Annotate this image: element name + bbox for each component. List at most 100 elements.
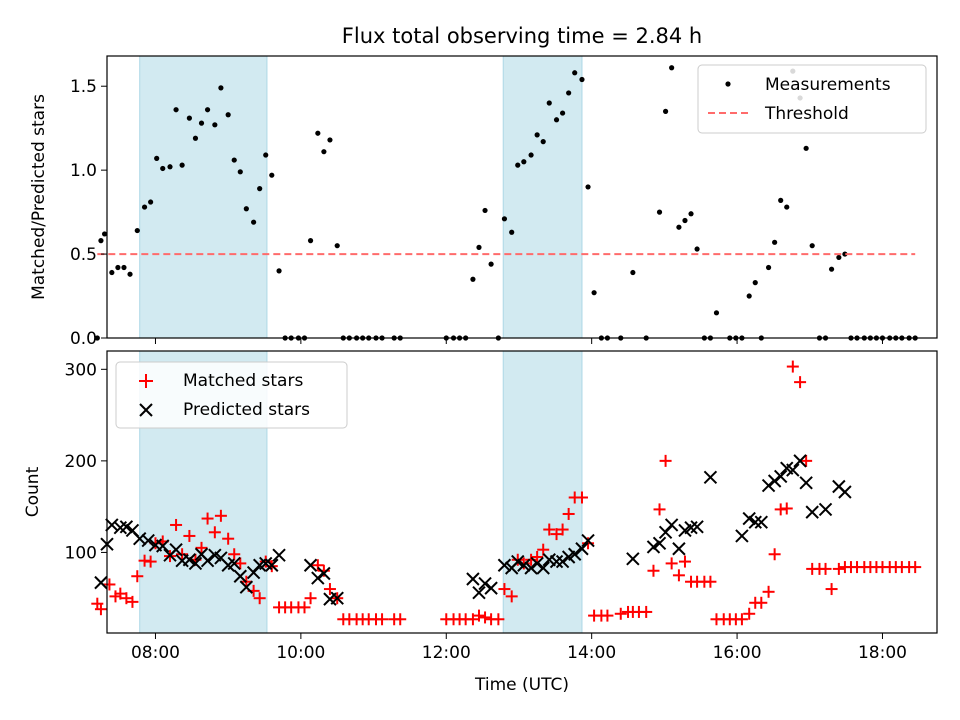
predicted-point xyxy=(478,576,492,591)
matched-point xyxy=(505,590,518,603)
measurement-point xyxy=(676,224,682,230)
legend-label-matched: Matched stars xyxy=(183,371,303,391)
matched-point xyxy=(479,611,492,624)
predicted-point xyxy=(239,580,254,594)
measurement-point xyxy=(307,238,314,244)
matched-point xyxy=(678,555,691,568)
measurement-point xyxy=(842,251,848,257)
measurement-point xyxy=(121,264,127,271)
measurement-point xyxy=(98,238,104,244)
matched-point xyxy=(556,523,569,536)
measurement-point xyxy=(656,209,663,215)
measurement-point xyxy=(237,169,243,175)
predicted-point xyxy=(742,511,756,526)
predicted-point xyxy=(555,554,570,569)
matched-point xyxy=(208,526,221,539)
measurement-point xyxy=(572,70,578,76)
matched-point xyxy=(562,507,575,520)
top-y-ticks: 0.0 0.5 1.0 1.5 xyxy=(70,77,107,349)
measurement-point xyxy=(134,227,140,234)
matched-point xyxy=(298,601,311,614)
matched-point xyxy=(253,592,266,605)
predicted-point xyxy=(317,566,331,581)
bottom-x-ticks: 08:00 10:00 12:00 14:00 16:00 18:00 xyxy=(131,633,907,663)
measurement-point xyxy=(515,162,521,168)
predicted-point xyxy=(330,591,344,605)
matched-point xyxy=(525,553,538,566)
measurement-point xyxy=(579,76,585,83)
predicted-point xyxy=(664,518,679,532)
x-tick-label: 14:00 xyxy=(567,643,616,663)
measurement-point xyxy=(263,152,269,158)
y-tick-label: 1.0 xyxy=(70,161,97,181)
measurement-point xyxy=(173,107,179,113)
x-tick-label: 08:00 xyxy=(131,643,180,663)
measurement-point xyxy=(591,290,597,296)
matched-point xyxy=(376,613,389,626)
matched-point xyxy=(780,502,793,515)
matched-point xyxy=(640,605,653,618)
top-y-axis-label: Matched/Predicted stars xyxy=(29,94,49,300)
matched-point xyxy=(543,523,556,536)
measurement-point xyxy=(225,112,231,118)
measurement-point xyxy=(269,172,275,178)
matched-point xyxy=(735,613,748,626)
measurement-point xyxy=(688,211,694,217)
predicted-point xyxy=(119,520,134,534)
matched-point xyxy=(768,548,781,561)
matched-point xyxy=(222,532,235,545)
predicted-point xyxy=(761,478,776,493)
predicted-point xyxy=(805,505,819,519)
x-tick-label: 12:00 xyxy=(422,643,471,663)
measurement-point xyxy=(148,199,154,205)
measurement-point xyxy=(836,254,842,261)
predicted-point xyxy=(156,539,170,553)
predicted-point xyxy=(511,554,525,569)
predicted-point xyxy=(524,561,538,575)
measurement-point xyxy=(204,107,211,113)
predicted-point xyxy=(472,586,486,600)
measurement-point xyxy=(630,269,636,276)
measurement-point xyxy=(109,269,115,276)
measurement-point xyxy=(321,149,327,155)
measurement-point xyxy=(585,184,591,190)
predicted-point xyxy=(818,502,833,517)
measurement-point xyxy=(566,90,572,96)
matched-point xyxy=(131,570,144,583)
y-tick-label: 1.5 xyxy=(70,77,97,97)
matched-point xyxy=(311,559,324,572)
matched-point xyxy=(704,575,717,588)
measurement-point xyxy=(521,159,527,165)
matched-point xyxy=(195,541,208,554)
shaded-interval xyxy=(502,55,583,339)
matched-point xyxy=(786,360,799,373)
bottom-y-ticks: 100 200 300 xyxy=(65,360,107,563)
matched-point xyxy=(575,491,588,504)
legend-label-predicted: Predicted stars xyxy=(183,400,310,420)
predicted-point xyxy=(799,476,813,490)
predicted-point xyxy=(200,553,215,568)
measurement-point xyxy=(115,264,121,271)
chart-title: Flux total observing time = 2.84 h xyxy=(342,24,702,48)
predicted-point xyxy=(568,547,582,561)
top-legend-box xyxy=(697,64,927,134)
matched-point xyxy=(659,454,672,467)
measurement-point xyxy=(828,266,835,272)
predicted-point xyxy=(672,542,686,556)
measurement-point xyxy=(276,268,282,274)
matched-point xyxy=(672,569,685,582)
matched-point xyxy=(323,583,336,596)
predicted-point xyxy=(303,558,318,572)
predicted-point xyxy=(773,469,788,484)
predicted-point xyxy=(188,556,203,571)
measurement-point xyxy=(482,207,488,214)
matched-point xyxy=(492,613,505,626)
bottom-legend-box xyxy=(115,361,348,429)
predicted-point xyxy=(652,536,667,550)
measurement-point xyxy=(694,246,700,252)
predicted-point xyxy=(182,553,197,567)
predicted-point xyxy=(169,542,183,557)
matched-point xyxy=(120,592,133,605)
matched-point xyxy=(259,555,272,568)
